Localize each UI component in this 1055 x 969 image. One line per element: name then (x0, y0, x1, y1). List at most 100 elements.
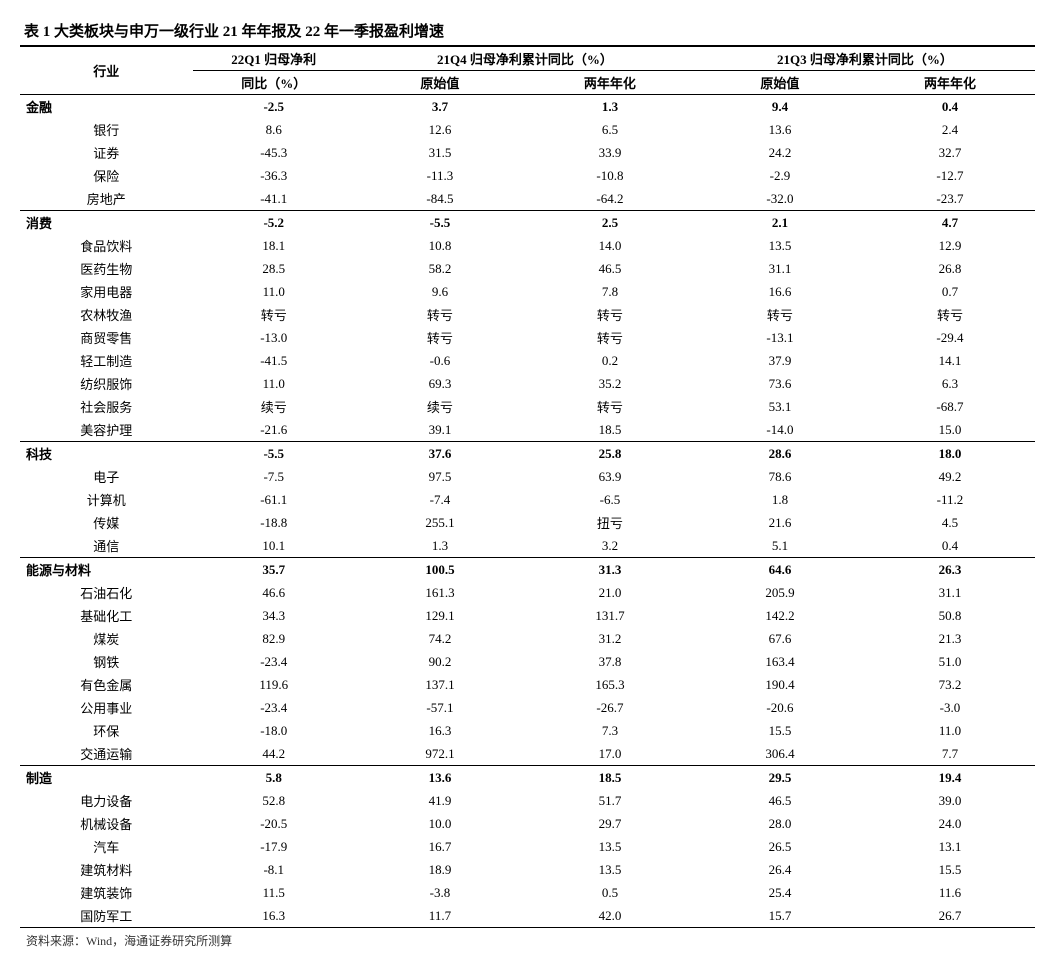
value-cell: 67.6 (695, 627, 865, 650)
value-cell: -26.7 (525, 696, 695, 719)
value-cell: -68.7 (865, 395, 1035, 418)
value-cell: 4.7 (865, 211, 1035, 235)
table-row: 农林牧渔转亏转亏转亏转亏转亏 (20, 303, 1035, 326)
value-cell: -23.4 (193, 696, 355, 719)
value-cell: 142.2 (695, 604, 865, 627)
value-cell: -36.3 (193, 164, 355, 187)
value-cell: 82.9 (193, 627, 355, 650)
value-cell: -7.4 (355, 488, 525, 511)
value-cell: 90.2 (355, 650, 525, 673)
industry-name: 国防军工 (20, 904, 193, 928)
value-cell: -57.1 (355, 696, 525, 719)
value-cell: 18.1 (193, 234, 355, 257)
industry-name: 公用事业 (20, 696, 193, 719)
value-cell: 35.2 (525, 372, 695, 395)
table-row: 医药生物28.558.246.531.126.8 (20, 257, 1035, 280)
header-22q1-top: 22Q1 归母净利 (193, 46, 355, 71)
value-cell: 34.3 (193, 604, 355, 627)
value-cell: 73.6 (695, 372, 865, 395)
industry-name: 煤炭 (20, 627, 193, 650)
value-cell: 1.3 (525, 95, 695, 119)
header-22q1-bottom: 同比（%） (193, 71, 355, 95)
value-cell: 46.5 (525, 257, 695, 280)
table-row: 银行8.612.66.513.62.4 (20, 118, 1035, 141)
value-cell: 转亏 (193, 303, 355, 326)
value-cell: -11.2 (865, 488, 1035, 511)
industry-name: 商贸零售 (20, 326, 193, 349)
value-cell: 7.8 (525, 280, 695, 303)
industry-name: 银行 (20, 118, 193, 141)
value-cell: 转亏 (525, 303, 695, 326)
table-row: 建筑材料-8.118.913.526.415.5 (20, 858, 1035, 881)
value-cell: 31.1 (865, 581, 1035, 604)
value-cell: 49.2 (865, 465, 1035, 488)
table-row: 有色金属119.6137.1165.3190.473.2 (20, 673, 1035, 696)
industry-name: 建筑材料 (20, 858, 193, 881)
value-cell: 16.3 (355, 719, 525, 742)
value-cell: 2.1 (695, 211, 865, 235)
value-cell: 161.3 (355, 581, 525, 604)
table-row: 商贸零售-13.0转亏转亏-13.1-29.4 (20, 326, 1035, 349)
value-cell: 255.1 (355, 511, 525, 534)
table-row: 轻工制造-41.5-0.60.237.914.1 (20, 349, 1035, 372)
table-row: 建筑装饰11.5-3.80.525.411.6 (20, 881, 1035, 904)
value-cell: 18.0 (865, 442, 1035, 466)
value-cell: 29.5 (695, 766, 865, 790)
value-cell: 37.9 (695, 349, 865, 372)
value-cell: 64.6 (695, 558, 865, 582)
value-cell: 13.5 (695, 234, 865, 257)
value-cell: 13.6 (355, 766, 525, 790)
table-body: 金融-2.53.71.39.40.4银行8.612.66.513.62.4证券-… (20, 95, 1035, 928)
value-cell: 11.5 (193, 881, 355, 904)
value-cell: 转亏 (525, 395, 695, 418)
value-cell: 78.6 (695, 465, 865, 488)
value-cell: 137.1 (355, 673, 525, 696)
earnings-table: 行业 22Q1 归母净利 21Q4 归母净利累计同比（%） 21Q3 归母净利累… (20, 45, 1035, 928)
value-cell: 51.7 (525, 789, 695, 812)
table-row: 制造5.813.618.529.519.4 (20, 766, 1035, 790)
value-cell: 129.1 (355, 604, 525, 627)
value-cell: -10.8 (525, 164, 695, 187)
table-row: 计算机-61.1-7.4-6.51.8-11.2 (20, 488, 1035, 511)
value-cell: 29.7 (525, 812, 695, 835)
value-cell: 3.7 (355, 95, 525, 119)
table-row: 保险-36.3-11.3-10.8-2.9-12.7 (20, 164, 1035, 187)
value-cell: 转亏 (865, 303, 1035, 326)
table-row: 国防军工16.311.742.015.726.7 (20, 904, 1035, 928)
value-cell: 50.8 (865, 604, 1035, 627)
value-cell: 165.3 (525, 673, 695, 696)
value-cell: 31.1 (695, 257, 865, 280)
value-cell: 41.9 (355, 789, 525, 812)
value-cell: -21.6 (193, 418, 355, 442)
value-cell: 10.1 (193, 534, 355, 558)
value-cell: 28.0 (695, 812, 865, 835)
value-cell: -20.6 (695, 696, 865, 719)
industry-name: 保险 (20, 164, 193, 187)
value-cell: -13.0 (193, 326, 355, 349)
value-cell: 163.4 (695, 650, 865, 673)
value-cell: 15.5 (865, 858, 1035, 881)
industry-name: 医药生物 (20, 257, 193, 280)
value-cell: 44.2 (193, 742, 355, 766)
industry-name: 计算机 (20, 488, 193, 511)
value-cell: 15.5 (695, 719, 865, 742)
industry-name: 农林牧渔 (20, 303, 193, 326)
value-cell: 51.0 (865, 650, 1035, 673)
value-cell: -45.3 (193, 141, 355, 164)
value-cell: 2.4 (865, 118, 1035, 141)
industry-name: 通信 (20, 534, 193, 558)
value-cell: 0.2 (525, 349, 695, 372)
industry-name: 石油石化 (20, 581, 193, 604)
value-cell: 5.8 (193, 766, 355, 790)
table-row: 美容护理-21.639.118.5-14.015.0 (20, 418, 1035, 442)
value-cell: 15.7 (695, 904, 865, 928)
value-cell: 26.3 (865, 558, 1035, 582)
value-cell: 58.2 (355, 257, 525, 280)
value-cell: 28.5 (193, 257, 355, 280)
industry-name: 纺织服饰 (20, 372, 193, 395)
header-21q4-top: 21Q4 归母净利累计同比（%） (355, 46, 695, 71)
value-cell: 2.5 (525, 211, 695, 235)
table-row: 电子-7.597.563.978.649.2 (20, 465, 1035, 488)
value-cell: 0.5 (525, 881, 695, 904)
value-cell: -20.5 (193, 812, 355, 835)
